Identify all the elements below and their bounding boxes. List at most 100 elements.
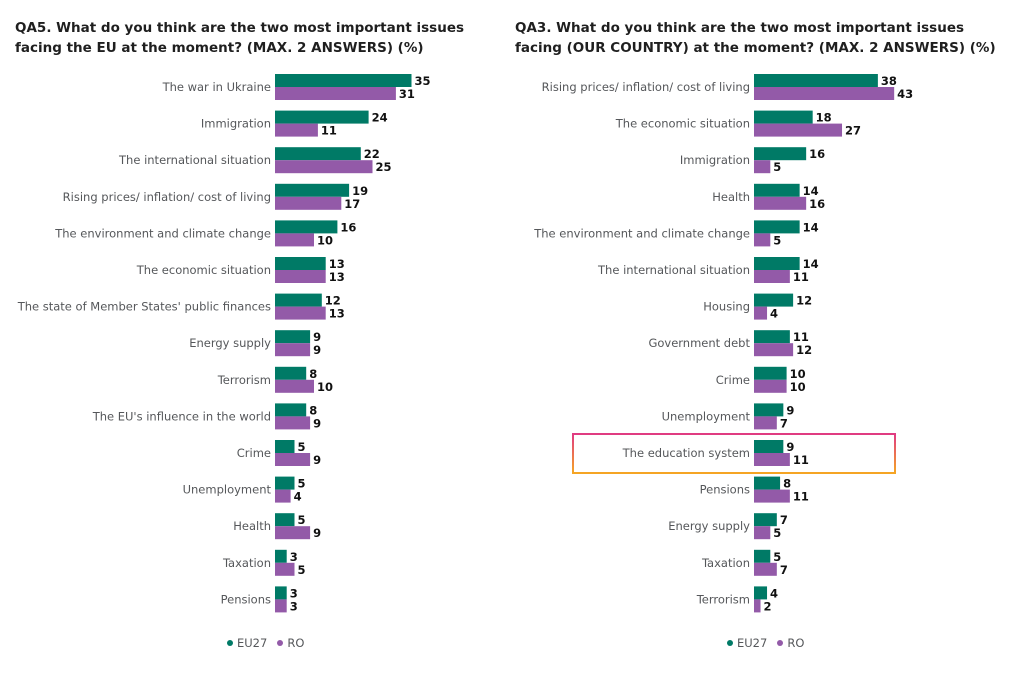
legend-item: RO [277,636,304,650]
data-label: 4 [770,586,778,600]
bar-ro [754,379,787,393]
category-label: Pensions [700,483,750,497]
category-label: The state of Member States' public finan… [17,300,271,314]
legend: EU27 RO [727,636,810,650]
data-label: 12 [325,294,341,308]
data-label: 3 [290,586,298,600]
bar-eu27 [275,257,326,270]
data-label: 13 [329,270,345,284]
chart-title: QA3. What do you think are the two most … [515,20,996,56]
bar-ro [754,270,790,283]
bar-eu27 [754,257,800,270]
data-label: 10 [317,380,333,394]
bar-eu27 [275,330,311,344]
data-label: 9 [313,526,321,540]
data-label: 4 [294,490,302,504]
data-label: 8 [783,477,791,491]
category-label: Terrorism [217,373,271,387]
data-label: 18 [816,111,832,125]
data-label: 12 [796,343,812,357]
category-label: Government debt [648,336,750,350]
data-label: 5 [298,513,306,527]
data-label: 3 [290,550,298,564]
bar-ro [754,87,895,100]
bar-eu27 [754,110,813,124]
legend: EU27 RO [227,636,310,650]
bar-ro [754,160,771,174]
category-label: Crime [237,446,271,460]
category-label: Housing [703,300,750,314]
data-label: 38 [881,74,897,88]
bar-ro [275,270,326,283]
bar-ro [275,160,373,174]
data-label: 3 [290,599,298,613]
data-label: 5 [773,160,781,174]
data-label: 16 [340,220,356,234]
bar-eu27 [754,220,800,234]
highlight-box [572,433,896,474]
category-label: Pensions [221,592,271,606]
category-label: The international situation [597,263,750,277]
legend-swatch [227,640,233,646]
bar-eu27 [754,183,800,197]
legend-label: RO [787,636,805,650]
legend-label: EU27 [737,636,768,650]
bar-ro [754,196,807,210]
bar-ro [275,196,342,210]
category-label: The international situation [118,153,271,167]
category-label: Crime [716,373,750,387]
legend-swatch [777,640,784,646]
data-label: 19 [352,184,368,198]
bar-eu27 [275,440,295,453]
data-label: 13 [329,257,345,271]
data-label: 5 [298,477,306,491]
bar-eu27 [275,293,322,307]
bar-ro [754,123,843,137]
data-label: 14 [803,184,819,198]
bar-ro [275,233,314,247]
data-label: 7 [780,416,788,430]
bar-ro [275,343,311,357]
legend-item: EU27 [227,636,267,650]
data-label: 5 [298,563,306,577]
chart-title: QA5. What do you think are the two most … [15,20,465,56]
category-label: The economic situation [615,117,750,131]
bar-ro [275,599,287,613]
data-label: 12 [796,294,812,308]
data-label: 14 [803,257,819,271]
bar-eu27 [754,293,794,307]
category-label: Taxation [222,556,271,570]
bar-ro [754,526,771,540]
category-label: The EU's influence in the world [92,409,271,423]
bar-eu27 [754,366,787,380]
data-label: 9 [786,403,794,417]
data-label: 5 [773,550,781,564]
data-label: 10 [790,367,806,381]
data-label: 13 [329,307,345,321]
bar-ro [275,379,314,393]
bar-eu27 [754,476,781,490]
data-label: 10 [317,233,333,247]
data-label: 22 [364,147,380,161]
data-label: 8 [309,367,317,381]
bar-eu27 [754,549,771,563]
category-label: Rising prices/ inflation/ cost of living [63,190,271,204]
category-label: The economic situation [136,263,271,277]
bar-ro [275,562,295,576]
bar-eu27 [275,513,295,527]
bar-eu27 [275,74,412,87]
data-label: 8 [309,403,317,417]
category-label: Taxation [701,556,750,570]
category-label: The environment and climate change [533,226,750,240]
bar-ro [275,123,318,137]
legend-swatch [277,640,284,646]
bar-eu27 [275,220,338,234]
data-label: 11 [793,270,809,284]
data-label: 5 [773,526,781,540]
bar-eu27 [275,366,307,380]
data-label: 5 [773,233,781,247]
bar-ro [754,233,771,247]
category-label: Immigration [201,117,271,131]
data-label: 11 [321,124,337,138]
category-label: Health [233,519,271,533]
